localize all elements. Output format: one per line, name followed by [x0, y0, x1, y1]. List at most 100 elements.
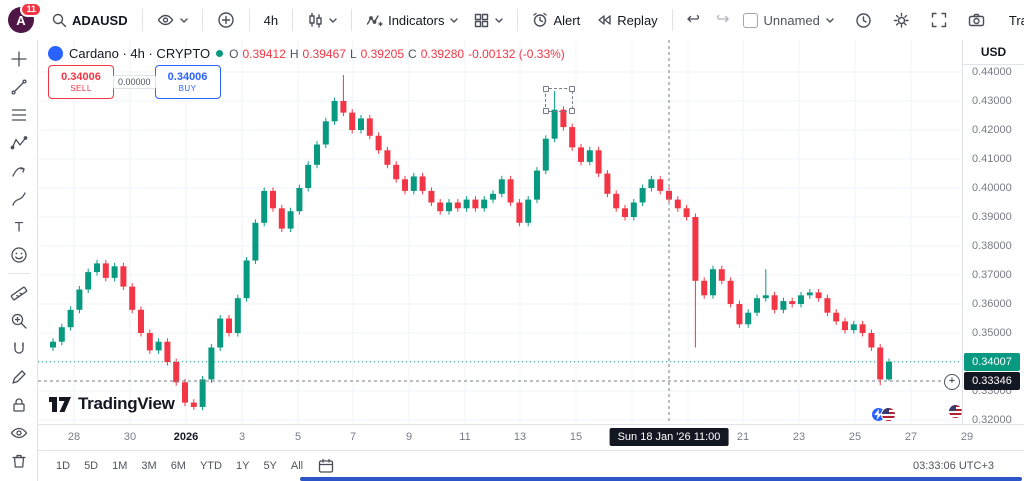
date-range-buttons: 1D 5D 1M 3M 6M YTD 1Y 5Y All — [50, 457, 309, 475]
horizontal-scrollbar[interactable] — [300, 477, 1022, 481]
price-tick: 0.42000 — [972, 124, 1012, 136]
brush-tool[interactable] — [6, 187, 32, 210]
price-axis[interactable]: USD 0.44000 0.43000 0.42000 0.41000 0.40000 0… — [962, 40, 1024, 426]
selection-handle[interactable] — [569, 108, 575, 114]
chart-legend[interactable]: Cardano · 4h · CRYPTO O 0.39412 H 0.39467 … — [48, 46, 565, 61]
price-tick: 0.44000 — [972, 66, 1012, 78]
chevron-down-icon — [450, 17, 459, 23]
pattern-tool[interactable] — [6, 131, 32, 154]
candlestick-chart[interactable] — [38, 40, 962, 424]
legend-title[interactable]: Cardano · 4h · CRYPTO — [69, 46, 211, 61]
range-button-ytd[interactable]: YTD — [199, 460, 222, 472]
selection-marker[interactable] — [543, 86, 575, 114]
indicators-button[interactable]: Indicators — [359, 9, 465, 32]
us-flag-icon[interactable] — [881, 407, 896, 422]
fib-retracement-tool[interactable] — [6, 103, 32, 126]
grid-layout-icon — [474, 13, 489, 28]
alert-button[interactable]: Alert — [525, 8, 587, 32]
emoji-tool[interactable] — [6, 243, 32, 266]
snapshot-button[interactable] — [961, 9, 992, 31]
add-alert-plus-icon[interactable]: + — [944, 373, 960, 390]
sell-button[interactable]: 0.34006 SELL — [48, 65, 114, 99]
magnet-tool[interactable] — [6, 337, 32, 360]
toolbar-divider — [292, 9, 294, 31]
remove-drawings-tool[interactable] — [6, 449, 32, 472]
range-button-1m[interactable]: 1M — [112, 460, 128, 472]
range-button-all[interactable]: All — [290, 460, 304, 472]
publish-history-button[interactable] — [848, 8, 879, 33]
layout-checkbox[interactable] — [743, 12, 759, 28]
price-tick: 0.38000 — [972, 240, 1012, 252]
time-axis[interactable]: 28 30 2026 3 5 7 9 11 13 15 21 23 25 27 29 Sun 18 Jan … — [38, 424, 1024, 451]
candles-icon — [307, 12, 323, 28]
camera-icon — [968, 13, 985, 27]
economic-event-markers[interactable] — [871, 407, 896, 422]
toolbar-divider — [248, 9, 250, 31]
time-tick: 13 — [513, 431, 527, 443]
price-tick: 0.32000 — [972, 414, 1012, 426]
economic-event-marker[interactable] — [948, 404, 962, 419]
forecast-tool[interactable] — [6, 159, 32, 182]
text-tool[interactable]: T — [6, 215, 32, 238]
go-to-date-button[interactable] — [313, 455, 339, 478]
range-button-3m[interactable]: 3M — [141, 460, 157, 472]
low-label: L — [349, 46, 357, 61]
last-price-tag[interactable]: 0.34007 — [964, 352, 1020, 371]
price-tick: 0.35000 — [972, 327, 1012, 339]
zoom-tool[interactable] — [6, 309, 32, 332]
user-avatar[interactable]: A 11 — [8, 2, 42, 33]
selection-handle[interactable] — [569, 86, 575, 92]
time-tick: 25 — [848, 431, 862, 443]
quick-view-button[interactable] — [150, 9, 195, 31]
price-tick: 0.43000 — [972, 95, 1012, 107]
time-tick: 29 — [960, 431, 974, 443]
trade-label: Trade — [1008, 12, 1024, 28]
plus-circle-icon — [217, 11, 235, 29]
redo-button[interactable]: ↪ — [709, 8, 736, 32]
ohlc-values: O 0.39412 H 0.39467 L 0.39205 C 0.39280 -0.0… — [229, 47, 565, 61]
us-flag-icon[interactable] — [948, 404, 962, 419]
trend-line-tool[interactable] — [6, 75, 32, 98]
trade-button[interactable]: Trade — [999, 8, 1024, 33]
undo-button[interactable]: ↩ — [680, 8, 707, 32]
layout-save-button[interactable]: Unnamed — [736, 9, 840, 32]
time-tick: 15 — [569, 431, 583, 443]
avatar-letter: A — [16, 12, 26, 28]
alert-label: Alert — [553, 12, 581, 28]
range-button-6m[interactable]: 6M — [170, 460, 186, 472]
chart-style-button[interactable] — [300, 8, 344, 32]
indicator-templates-button[interactable] — [467, 9, 510, 32]
lock-tool[interactable] — [6, 393, 32, 416]
range-button-5y[interactable]: 5Y — [263, 460, 277, 472]
low-value: 0.39205 — [360, 46, 405, 61]
hide-drawings-tool[interactable] — [6, 421, 32, 444]
indicators-icon — [366, 13, 383, 28]
interval-button[interactable]: 4h — [257, 9, 285, 32]
tradingview-watermark: TradingView — [48, 394, 175, 414]
selection-handle[interactable] — [543, 108, 549, 114]
range-button-5d[interactable]: 5D — [84, 460, 99, 472]
selection-handle[interactable] — [543, 86, 549, 92]
compare-add-button[interactable] — [210, 7, 242, 33]
chart-plot[interactable]: Cardano · 4h · CRYPTO O 0.39412 H 0.39467 … — [38, 40, 962, 424]
symbol-search-button[interactable]: ADAUSD — [44, 8, 135, 32]
redo-icon: ↪ — [716, 11, 730, 28]
crosshair-tool[interactable] — [6, 47, 32, 70]
buy-button[interactable]: 0.34006 BUY — [154, 65, 221, 99]
market-status-icon[interactable] — [216, 50, 224, 57]
currency-toggle-button[interactable]: USD — [963, 40, 1024, 65]
fullscreen-button[interactable] — [924, 8, 954, 32]
replay-button[interactable]: Replay — [589, 9, 664, 32]
pencil-tool[interactable] — [6, 365, 32, 388]
toolbar-divider — [671, 9, 673, 31]
eye-icon — [157, 13, 174, 27]
range-button-1d[interactable]: 1D — [56, 460, 71, 472]
timezone-clock[interactable]: 03:33:06 UTC+3 — [912, 460, 994, 472]
watermark-text: TradingView — [78, 394, 175, 413]
measure-tool[interactable] — [6, 281, 32, 304]
open-label: O — [229, 46, 239, 61]
buy-label: BUY — [178, 83, 197, 93]
chart-settings-button[interactable] — [886, 8, 917, 33]
chevron-down-icon — [329, 17, 337, 23]
range-button-1y[interactable]: 1Y — [235, 460, 250, 472]
